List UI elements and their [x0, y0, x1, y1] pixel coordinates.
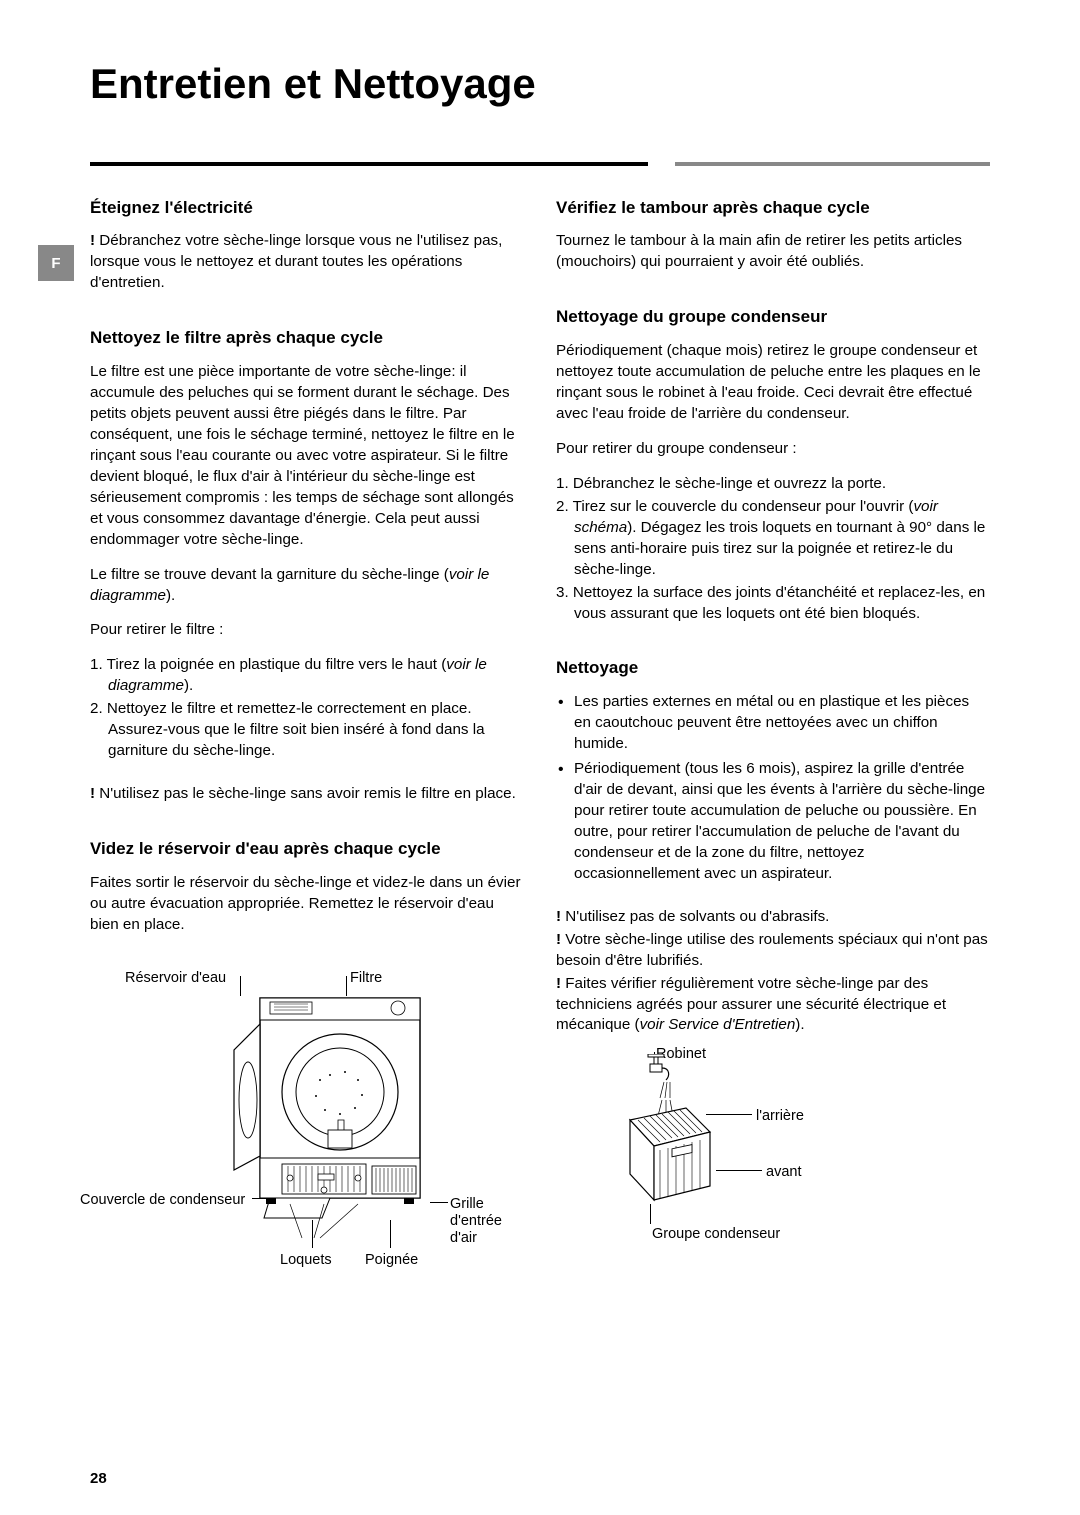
body-text: Faites sortir le réservoir du sèche-ling…	[90, 873, 524, 936]
section-heading: Éteignez l'électricité	[90, 196, 524, 219]
page-title: Entretien et Nettoyage	[90, 60, 990, 108]
section-heading: Videz le réservoir d'eau après chaque cy…	[90, 837, 524, 860]
diagram-label: Réservoir d'eau	[125, 968, 226, 988]
body-text: ! Faites vérifier régulièrement votre sè…	[556, 974, 990, 1037]
body-text: ! N'utilisez pas le sèche-linge sans avo…	[90, 784, 524, 805]
list-item: 1. Tirez la poignée en plastique du filt…	[90, 655, 524, 697]
list-item: Périodiquement (tous les 6 mois), aspire…	[556, 759, 990, 885]
diagram-label: Poignée	[365, 1250, 418, 1270]
bullet-list: Les parties externes en métal ou en plas…	[556, 692, 990, 885]
body-text: ! Débranchez votre sèche-linge lorsque v…	[90, 231, 524, 294]
numbered-list: 1. Tirez la poignée en plastique du filt…	[90, 655, 524, 762]
body-text: Tournez le tambour à la main afin de ret…	[556, 231, 990, 273]
body-text: ! Votre sèche-linge utilise des roulemen…	[556, 930, 990, 972]
section-heading: Nettoyez le filtre après chaque cycle	[90, 326, 524, 349]
left-column: Éteignez l'électricité ! Débranchez votr…	[90, 196, 524, 1290]
body-text: Le filtre se trouve devant la garniture …	[90, 565, 524, 607]
body-text: ! N'utilisez pas de solvants ou d'abrasi…	[556, 907, 990, 928]
diagram-label: Couvercle de condenseur	[80, 1190, 245, 1210]
diagram-label: Grille d'entrée d'air	[450, 1196, 510, 1248]
diagram-label: Groupe condenseur	[652, 1224, 780, 1244]
language-tab: F	[38, 245, 74, 281]
list-item: 3. Nettoyez la surface des joints d'étan…	[556, 583, 990, 625]
dryer-svg	[230, 980, 450, 1240]
divider-bar	[90, 162, 990, 166]
right-column: Vérifiez le tambour après chaque cycle T…	[556, 196, 990, 1290]
section-heading: Nettoyage	[556, 656, 990, 679]
diagram-label: Loquets	[280, 1250, 332, 1270]
list-item: 2. Nettoyez le filtre et remettez-le cor…	[90, 699, 524, 762]
section-heading: Nettoyage du groupe condenseur	[556, 305, 990, 328]
condenser-diagram: Robinet l'arrière avant Groupe condenseu…	[556, 1044, 990, 1264]
page-number: 28	[90, 1470, 107, 1487]
list-item: 1. Débranchez le sèche-linge et ouvrezz …	[556, 474, 990, 495]
diagram-label: l'arrière	[756, 1106, 804, 1126]
body-text: Pour retirer du groupe condenseur :	[556, 439, 990, 460]
body-text: Le filtre est une pièce importante de vo…	[90, 362, 524, 551]
numbered-list: 1. Débranchez le sèche-linge et ouvrezz …	[556, 474, 990, 625]
diagram-label: avant	[766, 1162, 801, 1182]
body-text: Périodiquement (chaque mois) retirez le …	[556, 341, 990, 425]
list-item: 2. Tirez sur le couvercle du condenseur …	[556, 497, 990, 581]
dryer-diagram: Réservoir d'eau Filtre Couvercle de cond…	[90, 950, 524, 1290]
condenser-svg	[610, 1054, 730, 1214]
body-text: Pour retirer le filtre :	[90, 620, 524, 641]
list-item: Les parties externes en métal ou en plas…	[556, 692, 990, 755]
section-heading: Vérifiez le tambour après chaque cycle	[556, 196, 990, 219]
